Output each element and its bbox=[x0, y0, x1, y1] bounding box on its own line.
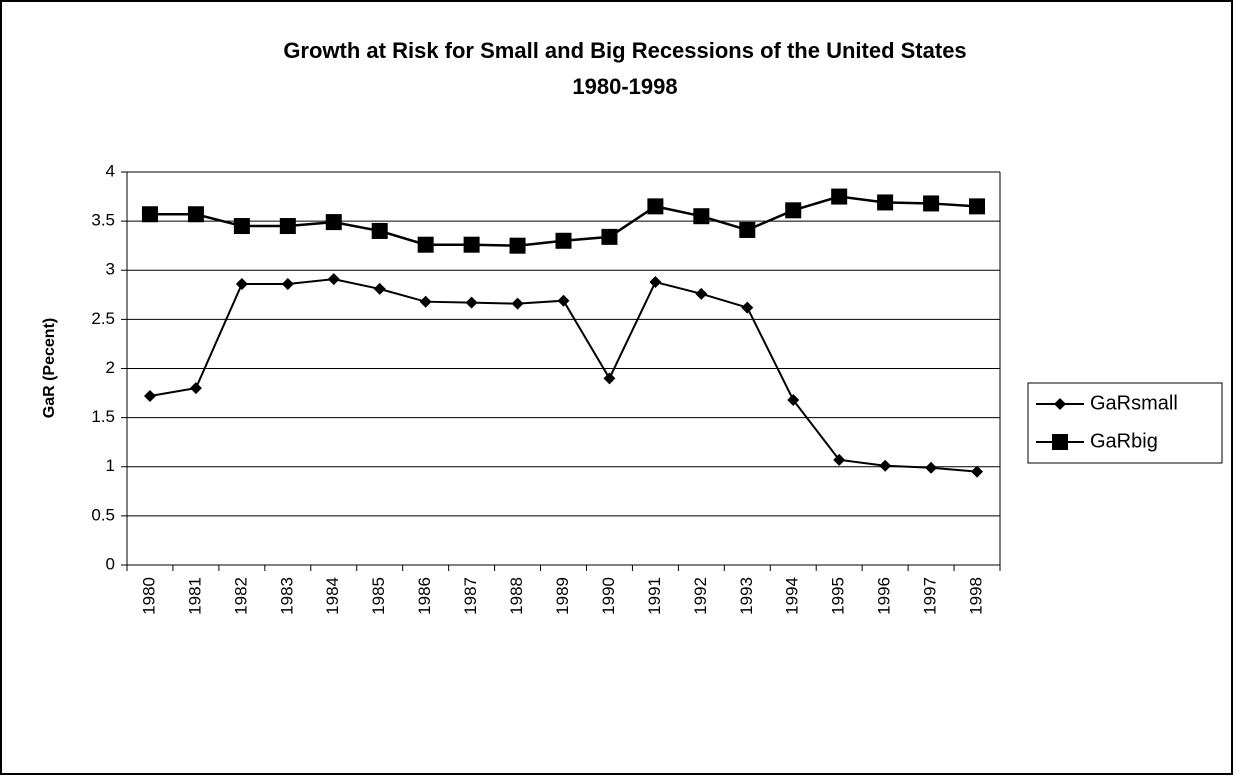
data-point bbox=[143, 390, 156, 403]
data-point bbox=[831, 188, 848, 205]
data-point bbox=[187, 206, 204, 223]
x-tick-label: 1989 bbox=[553, 577, 572, 615]
data-point bbox=[603, 372, 616, 385]
data-point bbox=[925, 461, 938, 474]
legend-marker bbox=[1054, 398, 1066, 410]
data-point bbox=[971, 465, 984, 478]
data-point bbox=[463, 236, 480, 253]
x-tick-label: 1993 bbox=[737, 577, 756, 615]
data-point bbox=[647, 198, 664, 215]
legend-marker bbox=[1052, 434, 1068, 450]
data-point bbox=[741, 301, 754, 314]
data-point bbox=[649, 276, 662, 289]
data-point bbox=[785, 202, 802, 219]
x-tick-label: 1995 bbox=[829, 577, 848, 615]
x-tick-label: 1996 bbox=[875, 577, 894, 615]
y-tick-label: 2 bbox=[106, 358, 115, 377]
x-tick-label: 1998 bbox=[967, 577, 986, 615]
data-point bbox=[233, 218, 250, 235]
x-tick-label: 1991 bbox=[645, 577, 664, 615]
y-tick-label: 4 bbox=[106, 161, 115, 180]
y-tick-label: 3 bbox=[106, 260, 115, 279]
data-point bbox=[555, 232, 572, 249]
y-tick-label: 3.5 bbox=[91, 211, 115, 230]
x-tick-label: 1982 bbox=[231, 577, 250, 615]
data-point bbox=[511, 297, 524, 310]
data-point bbox=[877, 194, 894, 211]
y-tick-label: 2.5 bbox=[91, 309, 115, 328]
legend-label: GaRsmall bbox=[1090, 392, 1178, 414]
y-axis-label: GaR (Pecent) bbox=[41, 318, 58, 418]
x-tick-label: 1985 bbox=[369, 577, 388, 615]
data-point bbox=[557, 294, 570, 307]
x-tick-label: 1984 bbox=[323, 577, 342, 615]
data-point bbox=[373, 282, 386, 295]
data-point bbox=[235, 278, 248, 291]
x-tick-label: 1988 bbox=[507, 577, 526, 615]
x-tick-label: 1992 bbox=[691, 577, 710, 615]
data-point bbox=[279, 218, 296, 235]
data-point bbox=[833, 453, 846, 466]
data-point bbox=[969, 198, 986, 215]
x-tick-label: 1987 bbox=[461, 577, 480, 615]
data-point bbox=[141, 206, 158, 223]
x-tick-label: 1981 bbox=[185, 577, 204, 615]
data-point bbox=[923, 195, 940, 212]
y-tick-label: 1.5 bbox=[91, 407, 115, 426]
data-point bbox=[601, 228, 618, 245]
data-point bbox=[739, 221, 756, 238]
x-tick-label: 1983 bbox=[277, 577, 296, 615]
y-tick-label: 1 bbox=[106, 456, 115, 475]
data-point bbox=[281, 278, 294, 291]
data-point bbox=[189, 382, 202, 395]
x-tick-label: 1997 bbox=[921, 577, 940, 615]
x-tick-label: 1980 bbox=[139, 577, 158, 615]
data-point bbox=[419, 295, 432, 308]
data-point bbox=[693, 208, 710, 225]
data-point bbox=[371, 222, 388, 239]
y-tick-label: 0.5 bbox=[91, 505, 115, 524]
x-tick-label: 1994 bbox=[783, 577, 802, 615]
chart-title: Growth at Risk for Small and Big Recessi… bbox=[283, 38, 966, 63]
x-tick-label: 1986 bbox=[415, 577, 434, 615]
y-tick-label: 0 bbox=[106, 554, 115, 573]
data-point bbox=[787, 393, 800, 406]
data-point bbox=[509, 237, 526, 254]
data-point bbox=[417, 236, 434, 253]
legend-label: GaRbig bbox=[1090, 430, 1158, 452]
x-tick-label: 1990 bbox=[599, 577, 618, 615]
data-point bbox=[879, 459, 892, 472]
data-point bbox=[325, 214, 342, 231]
chart-subtitle: 1980-1998 bbox=[572, 74, 677, 99]
data-point bbox=[695, 287, 708, 300]
data-point bbox=[465, 296, 478, 309]
data-point bbox=[327, 273, 340, 286]
